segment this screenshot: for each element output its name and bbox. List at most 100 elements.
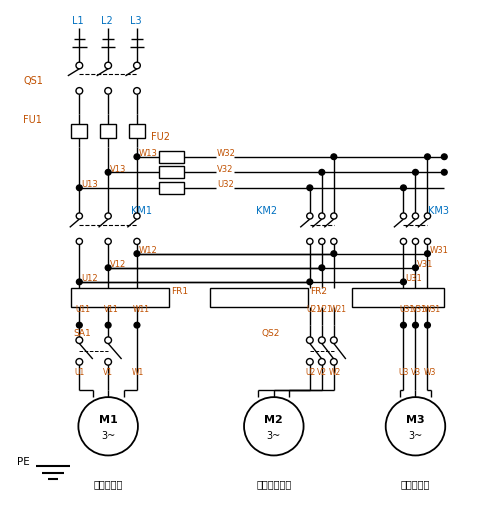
Circle shape [307,279,313,285]
Text: V31: V31 [417,260,434,269]
Text: 主轴电动机: 主轴电动机 [94,479,123,489]
Text: V21: V21 [318,305,333,314]
Circle shape [134,251,140,257]
Text: L2: L2 [101,16,113,26]
Text: V32: V32 [217,165,234,174]
Circle shape [105,359,112,365]
Circle shape [307,185,313,191]
Text: V12: V12 [110,260,126,269]
Text: W3: W3 [424,368,436,377]
Text: 3~: 3~ [101,431,115,441]
Circle shape [413,265,418,270]
Text: L1: L1 [72,16,84,26]
Text: KM3: KM3 [428,206,449,216]
Text: 冷却泵电动机: 冷却泵电动机 [256,479,292,489]
Circle shape [413,322,418,328]
Circle shape [105,169,111,175]
Circle shape [424,213,431,219]
Text: M3: M3 [406,414,425,425]
Circle shape [105,322,111,328]
Circle shape [105,238,111,244]
Circle shape [76,185,82,191]
Text: W32: W32 [217,149,236,158]
Text: U2: U2 [305,368,315,377]
Circle shape [441,169,447,175]
Circle shape [331,251,337,257]
Circle shape [134,322,140,328]
Text: U31: U31 [400,305,415,314]
Text: SA1: SA1 [73,329,91,338]
Text: W1: W1 [132,368,145,377]
Text: FR1: FR1 [171,287,188,296]
Text: M2: M2 [265,414,283,425]
Circle shape [400,238,407,244]
Bar [129,124,145,138]
Circle shape [318,337,325,344]
Text: V11: V11 [104,305,119,314]
Circle shape [76,359,83,365]
Text: U32: U32 [217,180,234,189]
Circle shape [413,213,418,219]
Text: W2: W2 [329,368,341,377]
Circle shape [134,62,140,69]
Circle shape [76,62,83,69]
Text: W11: W11 [133,305,150,314]
Circle shape [424,238,431,244]
Circle shape [413,238,418,244]
Circle shape [134,238,140,244]
Circle shape [425,322,430,328]
Circle shape [331,154,337,159]
Circle shape [331,213,337,219]
Bar [71,288,169,307]
Circle shape [76,337,83,344]
Text: U13: U13 [81,180,98,189]
Circle shape [105,213,111,219]
Circle shape [401,322,406,328]
Circle shape [319,265,325,270]
Circle shape [307,238,313,244]
Circle shape [244,397,304,456]
Text: W31: W31 [424,305,441,314]
Circle shape [76,279,82,285]
Text: L3: L3 [130,16,142,26]
Text: U12: U12 [81,274,98,284]
Circle shape [76,213,82,219]
Text: U31: U31 [405,274,422,284]
Circle shape [425,251,430,257]
Circle shape [134,213,140,219]
Circle shape [413,169,418,175]
Circle shape [105,265,111,270]
Circle shape [76,88,83,94]
Circle shape [441,154,447,159]
Bar [210,288,308,307]
Circle shape [318,238,325,244]
Text: FU1: FU1 [23,115,42,125]
Text: 进给电动机: 进给电动机 [401,479,430,489]
Text: U1: U1 [74,368,85,377]
Text: V1: V1 [103,368,113,377]
Text: W31: W31 [429,246,448,255]
Text: V31: V31 [412,305,426,314]
Circle shape [306,359,313,365]
Text: W21: W21 [330,305,347,314]
Circle shape [105,88,112,94]
Text: M1: M1 [99,414,118,425]
Circle shape [331,238,337,244]
Text: V2: V2 [317,368,327,377]
Text: U21: U21 [306,305,321,314]
Circle shape [78,397,138,456]
Circle shape [319,169,325,175]
Text: KM2: KM2 [256,206,277,216]
Circle shape [76,322,82,328]
Circle shape [105,62,112,69]
Text: U3: U3 [399,368,409,377]
Circle shape [134,154,140,159]
Text: 3~: 3~ [408,431,422,441]
Text: 3~: 3~ [267,431,281,441]
Text: V13: V13 [110,165,126,174]
Circle shape [400,213,407,219]
Text: U11: U11 [75,305,91,314]
Bar [159,150,184,163]
Circle shape [318,213,325,219]
Bar [100,124,116,138]
